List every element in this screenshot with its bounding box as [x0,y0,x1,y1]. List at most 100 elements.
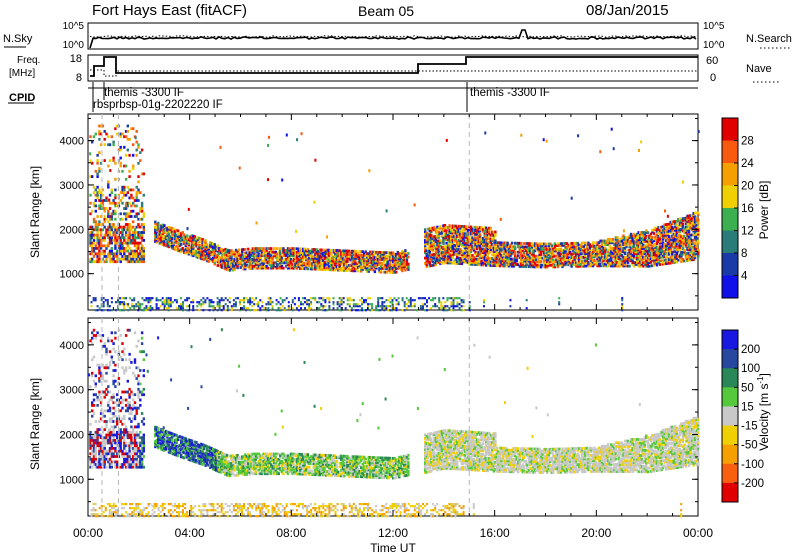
power-echo-cell [135,247,138,250]
power-echo-cell [388,263,392,267]
power-echo-cell [346,303,349,306]
power-echo-cell [697,239,700,243]
power-echo-cell [99,204,103,208]
power-echo-cell [646,264,650,268]
power-echo-cell [212,258,215,262]
power-echo-cell [105,207,108,210]
freq-label-line1: Freq. [17,55,40,66]
power-echo-cell [106,303,109,306]
power-echo-cell [631,259,634,263]
power-echo-cell [632,264,636,268]
power-echo-cell [117,247,121,250]
power-echo-cell [486,247,489,251]
power-echo-cell [556,263,560,267]
power-echo-cell [460,258,463,262]
power-echo-cell [285,249,288,252]
power-echo-cell [453,261,456,265]
power-echo-cell [608,241,611,245]
power-echo-cell [675,253,678,257]
power-echo-cell [94,299,97,302]
power-echo-cell [623,248,627,252]
power-echo-cell [216,258,219,262]
power-echo-cell [440,256,444,260]
power-echo-cell [98,244,101,248]
power-echo-cell [666,233,669,237]
power-echo-cell [443,245,447,249]
power-echo-cell [645,247,648,250]
power-echo-cell [96,223,99,226]
power-echo-cell [314,265,317,269]
power-echo-cell [180,297,182,300]
power-echo-cell [501,264,505,268]
power-echo-cell [587,255,590,259]
power-echo-cell [190,250,194,253]
power-echo-cell [164,230,168,233]
power-echo-cell [277,256,280,259]
power-echo-cell [526,251,529,254]
power-echo-cell [329,264,332,268]
power-echo-cell [674,225,677,229]
power-echo-cell [315,248,319,252]
power-echo-cell [192,307,195,310]
power-echo-cell [201,239,204,243]
power-echo-cell [573,250,576,254]
power-echo-cell [346,299,349,302]
power-echo-cell [288,247,291,250]
power-echo-cell [500,257,503,261]
power-echo-cell [167,309,170,312]
power-echo-cell [683,238,686,242]
power-echo-cell [224,265,227,269]
power-echo-cell [553,244,556,247]
power-echo-cell [430,248,433,252]
power-echo-cell [216,264,219,267]
power-echo-cell [340,267,343,270]
power-echo-cell [654,247,657,251]
power-echo-cell [259,266,262,270]
power-echo-cell [126,228,129,232]
power-echo-cell [547,251,550,255]
power-echo-cell [244,262,247,265]
power-echo-cell [409,303,412,306]
power-echo-cell [178,231,181,235]
power-echo-cell [632,232,636,236]
power-echo-cell [352,265,355,269]
power-echo-cell [430,258,433,262]
power-echo-cell [651,228,654,232]
power-echo-cell [352,260,355,264]
power-echo-cell [622,259,625,263]
power-echo-cell [433,235,436,238]
power-echo-cell [323,253,326,257]
power-echo-cell [110,215,113,218]
power-echo-cell [216,249,219,253]
power-echo-cell [190,244,194,248]
power-echo-cell [99,124,103,128]
power-echo-cell [645,254,648,257]
power-echo-cell [292,249,296,252]
power-echo-cell [463,239,467,243]
power-echo-cell [466,252,470,255]
power-echo-cell [465,250,468,253]
power-echo-cell [504,241,508,245]
power-echo-cell [459,242,462,246]
power-echo-cell [608,259,611,262]
power-echo-cell [485,237,488,240]
power-echo-cell [215,256,218,260]
power-echo-cell [99,199,103,202]
power-echo-cell [140,223,144,226]
power-echo-cell [671,250,674,254]
power-echo-cell [395,303,398,306]
power-echo-cell [140,217,144,221]
power-echo-cell [340,252,343,256]
power-echo-cell [669,261,672,265]
power-echo-cell [294,265,297,268]
power-echo-cell [672,246,675,250]
power-echo-cell [280,257,284,261]
power-echo-cell [395,299,398,302]
power-echo-cell [489,239,492,242]
power-echo-cell [99,196,103,200]
power-echo-cell [497,260,500,264]
power-echo-cell [96,196,99,200]
power-echo-cell [446,226,450,229]
power-echo-cell [277,307,280,310]
